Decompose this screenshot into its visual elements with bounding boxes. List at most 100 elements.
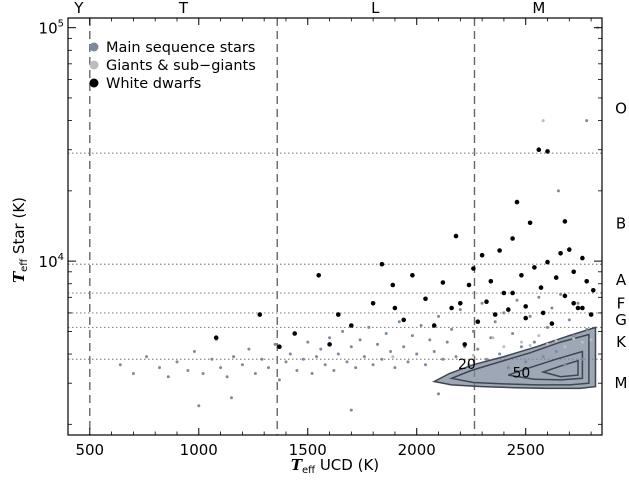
- scatter-point: [541, 119, 545, 123]
- scatter-point: [432, 350, 436, 353]
- scatter-point: [423, 296, 428, 302]
- scatter-point: [306, 340, 310, 344]
- scatter-point: [523, 315, 528, 321]
- scatter-point: [571, 269, 576, 275]
- x-tick-label: 2500: [507, 441, 545, 459]
- legend-marker: [89, 60, 99, 70]
- scatter-point: [158, 366, 161, 370]
- scatter-point: [545, 149, 550, 154]
- scatter-point: [558, 251, 563, 256]
- scatter-point: [532, 265, 537, 270]
- scatter-point: [240, 363, 244, 367]
- scatter-point: [501, 290, 507, 296]
- scatter-point: [559, 292, 563, 296]
- scatter-point: [219, 366, 223, 370]
- y-tick-label: 105: [39, 19, 64, 38]
- scatter-point: [538, 285, 544, 290]
- scatter-point: [392, 305, 398, 311]
- scatter-point: [493, 320, 497, 324]
- scatter-point: [550, 306, 554, 310]
- scatter-point: [232, 355, 236, 359]
- scatter-point: [546, 342, 549, 346]
- scatter-point: [186, 369, 190, 372]
- scatter-point: [201, 372, 205, 375]
- scatter-point: [336, 352, 340, 356]
- scatter-point: [537, 295, 541, 299]
- scatter-point: [572, 334, 576, 338]
- scatter-point: [488, 279, 494, 284]
- legend-label: White dwarfs: [106, 76, 201, 92]
- scatter-point: [410, 334, 414, 338]
- scatter-point: [175, 360, 179, 364]
- scatter-point: [367, 325, 371, 329]
- ucd-type-label: T: [178, 0, 189, 17]
- scatter-point: [253, 372, 257, 375]
- scatter-point: [292, 331, 298, 336]
- scatter-point: [273, 342, 277, 346]
- scatter-point: [554, 339, 558, 343]
- scatter-point: [380, 357, 384, 361]
- scatter-point: [591, 288, 596, 293]
- scatter-point: [540, 310, 546, 316]
- scatter-point: [288, 352, 292, 356]
- scatter-points: [118, 26, 600, 412]
- x-tick-label: 1000: [180, 441, 218, 459]
- scatter-point: [514, 199, 520, 205]
- legend-marker: [89, 78, 99, 88]
- scatter-point: [390, 282, 396, 288]
- scatter-point: [384, 332, 388, 335]
- scatter-point: [310, 372, 314, 375]
- scatter-point: [131, 372, 135, 375]
- scatter-point: [437, 392, 440, 396]
- scatter-point: [510, 290, 515, 296]
- scatter-point: [349, 323, 354, 328]
- scatter-point: [449, 305, 454, 311]
- legend-marker: [89, 42, 99, 52]
- scatter-point: [419, 324, 423, 327]
- scatter-point: [541, 355, 545, 359]
- star-type-label: A: [616, 271, 627, 289]
- scatter-point: [580, 255, 585, 261]
- scatter-point: [166, 375, 170, 379]
- scatter-point: [471, 353, 475, 357]
- legend-label: Main sequence stars: [106, 40, 255, 56]
- scatter-point: [440, 280, 446, 285]
- scatter-point: [576, 301, 580, 305]
- y-tick-label: 104: [39, 252, 64, 271]
- scatter-point: [536, 147, 542, 152]
- scatter-point: [519, 273, 524, 278]
- scatter-point: [328, 336, 332, 340]
- scatter-point: [484, 299, 489, 305]
- scatter-point: [511, 332, 515, 335]
- scatter-point: [467, 363, 471, 367]
- scatter-point: [225, 375, 229, 379]
- scatter-point: [454, 355, 458, 359]
- scatter-point: [362, 355, 366, 359]
- scatter-point: [584, 279, 589, 284]
- star-type-label: K: [616, 333, 627, 351]
- scatter-point: [458, 301, 463, 306]
- scatter-point: [515, 298, 519, 302]
- scatter-point: [480, 301, 484, 305]
- scatter-point: [341, 329, 345, 333]
- scatter-point: [489, 336, 493, 340]
- star-type-label: B: [616, 214, 626, 232]
- scatter-point: [319, 347, 323, 351]
- scatter-point: [510, 236, 515, 241]
- density-contour: [508, 350, 584, 381]
- scatter-point: [213, 335, 219, 341]
- x-axis-label: Teff UCD (K): [291, 456, 379, 476]
- scatter-point: [450, 327, 454, 331]
- x-tick-label: 1500: [289, 441, 327, 459]
- scatter-point: [349, 408, 353, 412]
- scatter-point: [476, 347, 480, 351]
- scatter-point: [528, 314, 532, 318]
- scatter-point: [585, 119, 589, 123]
- scatter-point: [192, 350, 196, 353]
- y-axis-label: Teff Star (K): [10, 197, 30, 283]
- scatter-point: [523, 304, 528, 309]
- scatter-point: [327, 342, 332, 347]
- scatter-point: [277, 344, 282, 350]
- scatter-point: [445, 340, 449, 344]
- scatter-point: [497, 248, 502, 253]
